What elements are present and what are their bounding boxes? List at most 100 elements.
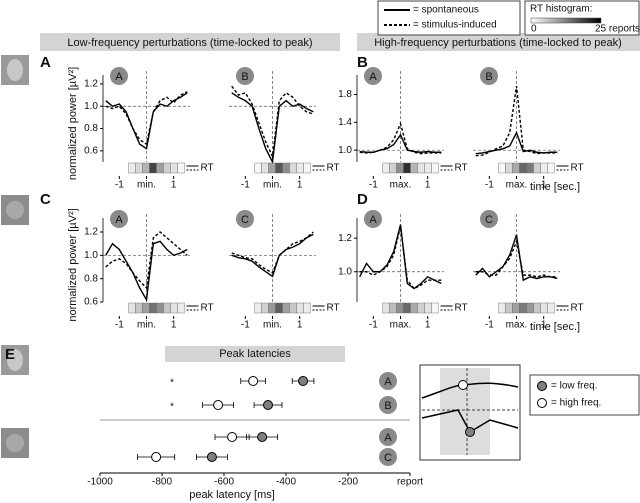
panel-letter: B (357, 54, 368, 71)
x-tick-label: 1 (541, 320, 547, 331)
head-icon (480, 67, 498, 85)
title-bar (165, 346, 345, 362)
rt-histogram-cell (533, 162, 541, 174)
x-tick-label: min. (137, 320, 156, 331)
legend-label: = high freq. (551, 398, 601, 409)
series-line (359, 133, 442, 153)
rt-histogram-cell (519, 162, 527, 174)
rt-histogram-cell (289, 162, 297, 174)
series-line (231, 233, 314, 278)
x-axis-label: time [sec.] (530, 321, 580, 333)
rt-histogram-cell (156, 162, 164, 174)
rt-histogram-cell (505, 302, 513, 314)
category-label: A (384, 376, 392, 388)
head-icon (236, 67, 254, 85)
rt-histogram-cell (403, 302, 411, 314)
rt-histogram-cell (282, 162, 290, 174)
legend-box (529, 374, 640, 416)
rt-histogram-cell (547, 302, 555, 314)
rt-histogram-cell (526, 302, 534, 314)
rt-histogram-cell (275, 302, 283, 314)
rt-histogram-cell (296, 162, 304, 174)
rt-label: RT (201, 163, 214, 174)
legend-label: = spontaneous (413, 5, 479, 16)
y-tick-label: 1.0 (338, 145, 352, 156)
head-icon (110, 210, 128, 228)
x-tick-label: -1 (115, 180, 124, 191)
category-label: B (384, 400, 391, 412)
rt-histogram-cell (498, 162, 506, 174)
rt-histogram-cell (163, 162, 171, 174)
rt-histogram-cell (417, 302, 425, 314)
y-tick-label: 1.0 (84, 101, 98, 112)
head-label: A (115, 71, 123, 83)
latency-point (213, 400, 224, 410)
rt-histogram-cell (289, 302, 297, 314)
x-tick-label: -200 (338, 477, 358, 488)
rt-histogram-cell (505, 162, 513, 174)
y-tick-label: 1.0 (84, 250, 98, 261)
y-tick-label: 1.4 (338, 117, 352, 128)
rt-histogram-cell (424, 162, 432, 174)
rt-label: RT (201, 303, 214, 314)
x-tick-label: max. (506, 180, 528, 191)
colorbar-tick-label: 0 (531, 24, 537, 35)
panel-letter: E (5, 346, 15, 363)
category-label: C (384, 452, 392, 464)
x-tick-label: 1 (171, 180, 177, 191)
head-icon (379, 448, 397, 466)
x-tick-label: 1 (297, 320, 303, 331)
series-line (231, 92, 314, 165)
rt-histogram-cell (261, 162, 269, 174)
x-tick-label: 1 (297, 180, 303, 191)
rt-histogram-cell (417, 162, 425, 174)
x-tick-label: 1 (541, 180, 547, 191)
latency-point (206, 452, 217, 462)
rt-histogram-cell (526, 162, 534, 174)
x-tick-label: -1 (241, 180, 250, 191)
x-tick-label: min. (263, 180, 282, 191)
series-line (105, 240, 188, 302)
chart-title: Peak latencies (219, 348, 291, 360)
latency-point (151, 452, 162, 462)
rt-histogram-cell (389, 162, 397, 174)
latency-point (263, 400, 274, 410)
rt-histogram-cell (254, 162, 262, 174)
rt-histogram-cell (410, 302, 418, 314)
y-tick-label: 0.8 (84, 123, 98, 134)
x-tick-label: max. (390, 180, 412, 191)
rt-histogram-cell (540, 302, 548, 314)
head-icon (379, 428, 397, 446)
head-icon (236, 210, 254, 228)
rt-label: RT (455, 303, 468, 314)
x-tick-label: min. (137, 180, 156, 191)
rt-histogram-cell (261, 302, 269, 314)
significance-marker: * (170, 402, 174, 413)
rt-histogram-cell (396, 162, 404, 174)
rt-histogram-cell (170, 302, 178, 314)
section-header: Low-frequency perturbations (time-locked… (67, 37, 312, 49)
header-bar (357, 33, 640, 51)
x-tick-label: -1 (485, 180, 494, 191)
head-label: A (115, 214, 123, 226)
head-icon (379, 372, 397, 390)
rt-histogram-cell (512, 302, 520, 314)
rt-histogram-cell (296, 302, 304, 314)
rt-histogram-cell (512, 162, 520, 174)
panel-letter: A (40, 54, 51, 71)
header-bar (40, 33, 340, 51)
rt-histogram-cell (424, 302, 432, 314)
rt-histogram-cell (177, 162, 185, 174)
series-line (475, 234, 558, 282)
rt-histogram-cell (142, 302, 150, 314)
legend-box (377, 0, 521, 36)
rt-histogram-cell (149, 162, 157, 174)
head-label: B (485, 71, 492, 83)
head-icon (379, 396, 397, 414)
rt-histogram-cell (498, 302, 506, 314)
rt-histogram-cell (135, 302, 143, 314)
colorbar (530, 17, 602, 24)
rt-histogram-cell (303, 302, 311, 314)
head-label: A (369, 71, 377, 83)
rt-histogram-cell (533, 302, 541, 314)
